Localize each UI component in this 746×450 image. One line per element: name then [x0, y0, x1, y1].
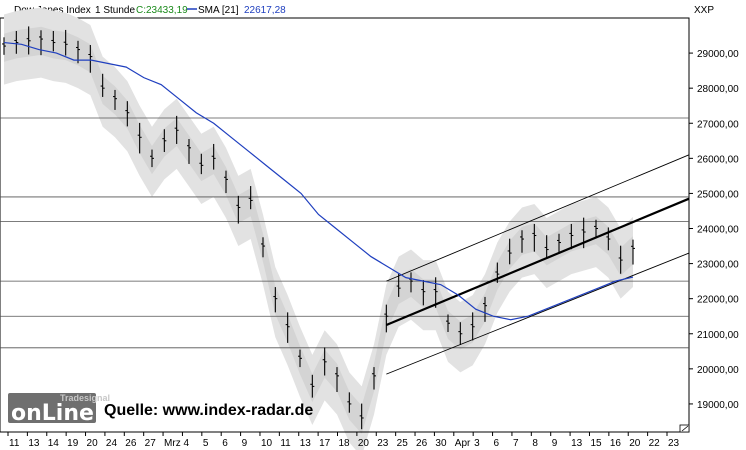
- x-tick-label: 6: [222, 438, 228, 449]
- y-tick-label: 24000,00: [697, 225, 739, 236]
- x-tick-label: 6: [494, 438, 500, 449]
- tradesignal-logo: Tradesignal onLine: [8, 393, 110, 426]
- y-tick-label: 21000,00: [697, 330, 739, 341]
- source-text: Quelle: www.index-radar.de: [104, 402, 313, 419]
- x-tick-label: 10: [261, 438, 273, 449]
- x-tick-label: 24: [106, 438, 118, 449]
- axis-code: XXP: [694, 5, 714, 16]
- channel-line-middle: [385, 197, 690, 327]
- y-tick-label: 26000,00: [697, 154, 739, 165]
- x-tick-label: Apr: [455, 438, 471, 449]
- price-series: [2, 26, 635, 430]
- logo-top-text: Tradesignal: [60, 393, 110, 403]
- x-tick-label: 9: [552, 438, 558, 449]
- x-tick-label: 30: [435, 438, 447, 449]
- x-tick-label: 13: [300, 438, 312, 449]
- trend-channel: [385, 154, 690, 375]
- x-tick-label: 3: [474, 438, 480, 449]
- x-tick-label: 13: [28, 438, 40, 449]
- y-tick-label: 22000,00: [697, 295, 739, 306]
- y-axis: 29000,00 28000,00 27000,00 26000,00 25000,00…: [689, 49, 739, 411]
- x-tick-label: 11: [9, 438, 20, 449]
- y-tick-label: 19000,00: [697, 400, 739, 411]
- x-tick-label: 15: [590, 438, 602, 449]
- x-tick-label: 13: [571, 438, 583, 449]
- x-tick-label: 8: [532, 438, 538, 449]
- x-tick-label: 23: [377, 438, 389, 449]
- x-tick-label: 22: [649, 438, 661, 449]
- x-tick-label: 7: [513, 438, 519, 449]
- x-axis: 11 13 14 19 20 24 26 27 Mrz 4 5 6 9 10 11 13 17 18 20 23 25 2…: [7, 432, 680, 449]
- x-tick-label: 26: [416, 438, 428, 449]
- x-tick-label: 11: [280, 438, 291, 449]
- sma-line: [3, 41, 634, 321]
- y-tick-label: 27000,00: [697, 119, 739, 130]
- y-tick-label: 28000,00: [697, 84, 739, 95]
- logo-main-text: onLine: [11, 401, 94, 426]
- channel-line-upper: [386, 154, 690, 282]
- inner-band: [4, 26, 633, 434]
- header-close: C:23433,19: [136, 5, 188, 16]
- header-sma-label: SMA [21]: [198, 5, 239, 16]
- sma-series: [3, 41, 634, 321]
- x-tick-label: 23: [668, 438, 680, 449]
- header-sma-value: 22617,28: [244, 5, 286, 16]
- x-tick-label: 25: [397, 438, 409, 449]
- x-tick-label: 5: [203, 438, 209, 449]
- x-tick-label: 20: [629, 438, 641, 449]
- y-tick-label: 20000,00: [697, 365, 739, 376]
- horizontal-levels: [0, 117, 689, 349]
- x-tick-label: 20: [87, 438, 99, 449]
- x-tick-label: 26: [125, 438, 137, 449]
- diagonal-arrow-icon: [681, 425, 689, 432]
- y-tick-label: 23000,00: [697, 260, 739, 271]
- y-tick-label: 29000,00: [697, 49, 739, 60]
- x-tick-label: 17: [319, 438, 331, 449]
- x-tick-label: 27: [145, 438, 157, 449]
- header-instrument: Dow Jones Index: [14, 5, 91, 16]
- x-tick-label: 20: [358, 438, 370, 449]
- x-tick-label: 18: [339, 438, 351, 449]
- x-tick-label: 4: [183, 438, 189, 449]
- channel-line-lower: [386, 252, 690, 375]
- y-tick-label: 25000,00: [697, 189, 739, 200]
- x-tick-label: 9: [242, 438, 248, 449]
- x-tick-label: 19: [67, 438, 79, 449]
- x-tick-label: 14: [48, 438, 60, 449]
- x-tick-label: Mrz: [164, 438, 181, 449]
- header-interval: 1 Stunde: [95, 5, 135, 16]
- x-tick-label: 16: [610, 438, 622, 449]
